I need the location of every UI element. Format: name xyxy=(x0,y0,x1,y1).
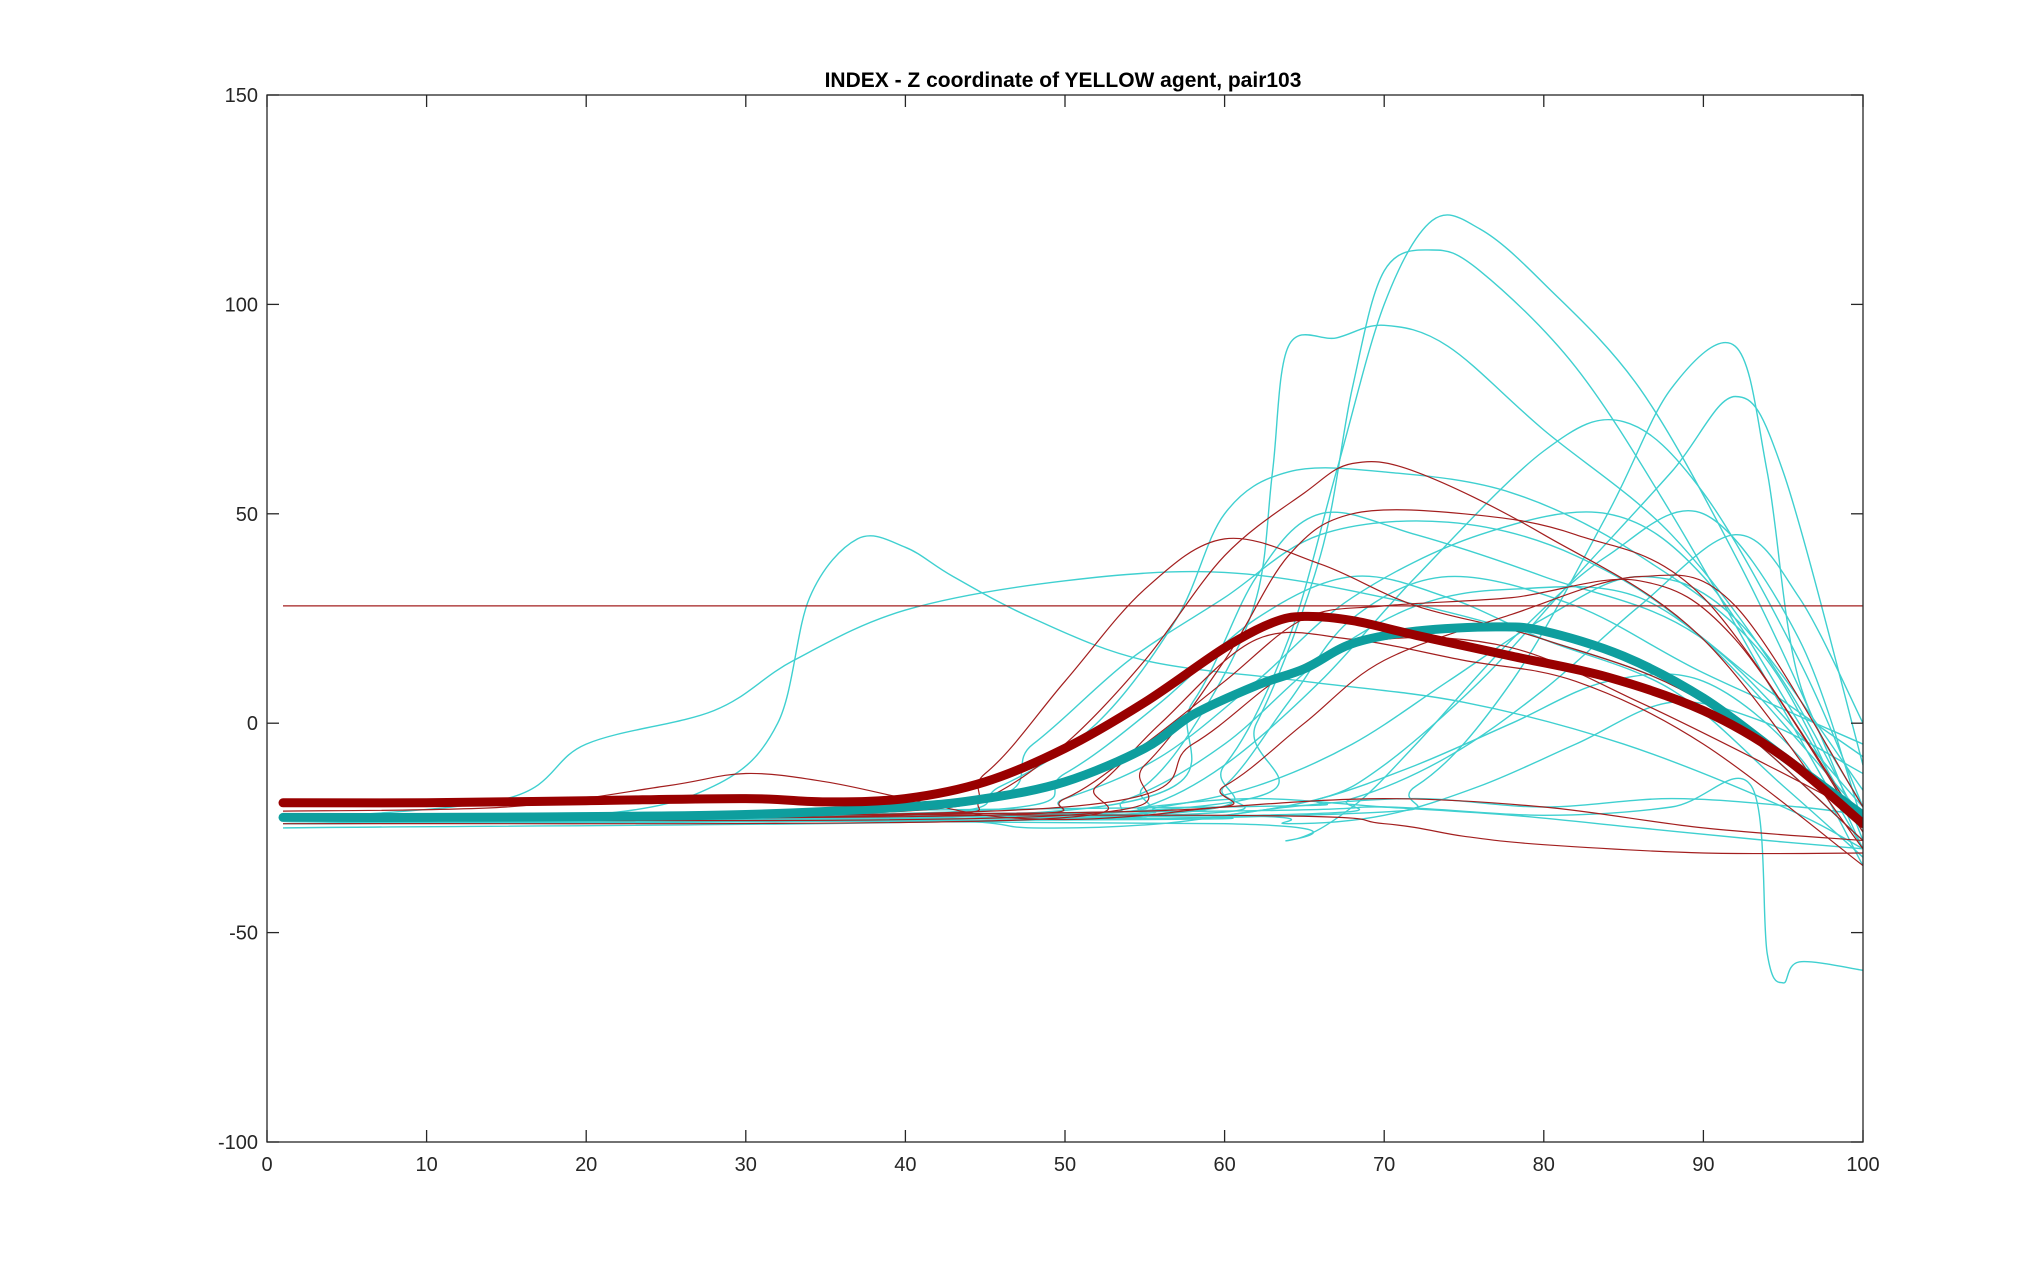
x-tick-label-10: 10 xyxy=(415,1154,437,1176)
x-tick-label-40: 40 xyxy=(894,1154,916,1176)
x-tick-label-50: 50 xyxy=(1054,1154,1076,1176)
red-trial-line-32 xyxy=(282,636,1863,821)
cyan-trial-line-18 xyxy=(282,509,1863,842)
cyan-trial-line-4 xyxy=(282,249,1863,850)
cyan-trial-line-5 xyxy=(282,395,1863,816)
cyan-trial-line-22 xyxy=(282,797,1863,829)
cyan-trial-line-0 xyxy=(282,535,1863,850)
cyan-trial-line-14 xyxy=(282,673,1863,866)
x-tick-label-0: 0 xyxy=(261,1154,272,1176)
axes-box xyxy=(266,94,1864,1143)
y-tick-label-150: 150 xyxy=(225,85,258,107)
red-mean-line xyxy=(278,611,1863,829)
y-tick-label--100: -100 xyxy=(218,1132,258,1154)
cyan-trial-line-17 xyxy=(282,511,1863,825)
series-group xyxy=(278,214,1863,984)
chart-title: INDEX - Z coordinate of YELLOW agent, pa… xyxy=(825,69,1302,92)
y-tick-label-50: 50 xyxy=(236,504,258,526)
red-trial-line-29 xyxy=(282,574,1863,816)
y-tick-label-100: 100 xyxy=(225,294,258,316)
red-trial-line-28 xyxy=(282,631,1863,867)
y-tick-label-0: 0 xyxy=(247,713,258,735)
x-tick-label-70: 70 xyxy=(1373,1154,1395,1176)
x-tick-label-60: 60 xyxy=(1213,1154,1235,1176)
cyan-trial-line-6 xyxy=(282,341,1863,825)
x-tick-label-20: 20 xyxy=(575,1154,597,1176)
plot-area xyxy=(278,214,1863,984)
red-trial-line-27 xyxy=(282,578,1863,833)
axes: 0 10 20 30 40 50 60 70 80 90 100 -100 -50 0 50 100 150 xyxy=(218,85,1880,1176)
cyan-trial-line-2 xyxy=(282,324,1863,829)
x-tick-label-30: 30 xyxy=(735,1154,757,1176)
cyan-trial-line-11 xyxy=(282,418,1863,825)
x-tick-label-80: 80 xyxy=(1533,1154,1555,1176)
cyan-mean-line xyxy=(278,622,1863,822)
y-tick-label--50: -50 xyxy=(229,923,258,945)
x-tick-label-100: 100 xyxy=(1846,1154,1879,1176)
red-trial-line-30 xyxy=(282,509,1863,829)
x-tick-label-90: 90 xyxy=(1692,1154,1714,1176)
